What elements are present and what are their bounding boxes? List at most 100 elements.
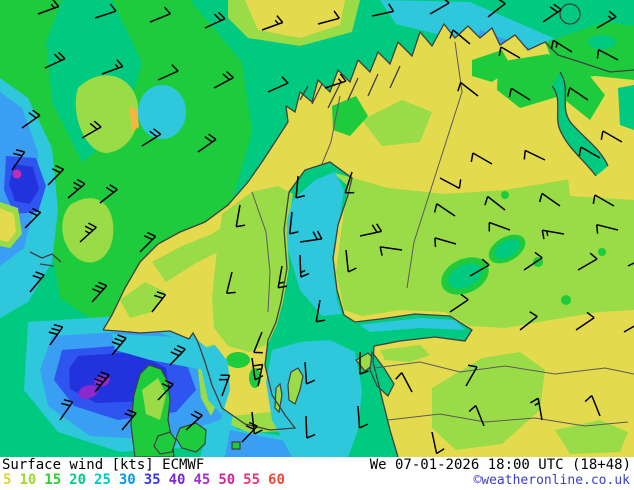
wind-barb: [344, 171, 355, 194]
wind-barb: [470, 152, 493, 165]
wind-barb: [101, 59, 124, 75]
legend-value: 50: [218, 472, 236, 488]
wind-barb: [345, 249, 357, 273]
wind-barb: [429, 0, 450, 15]
wind-barb: [395, 372, 413, 393]
wind-barb: [523, 251, 543, 271]
wind-barb: [523, 149, 546, 161]
legend-value: 45: [193, 472, 211, 488]
wind-barb: [541, 229, 565, 240]
wind-barb: [141, 128, 162, 147]
wind-barb: [304, 361, 316, 385]
wind-barb: [251, 357, 264, 381]
legend-value: 30: [118, 472, 136, 488]
footer-bar: Surface wind [kts] ECMWF 5 10 15 20 25 30 35 40…: [0, 457, 634, 490]
wind-barb: [235, 204, 246, 228]
wind-barb: [295, 175, 305, 199]
wind-barb: [596, 49, 619, 61]
wind-barb: [44, 51, 66, 69]
wind-barb: [185, 410, 203, 431]
wind-barb: [48, 323, 64, 346]
wind-barb: [530, 397, 543, 421]
wind-barb: [359, 223, 383, 237]
wind-barb: [465, 364, 478, 387]
wind-barb: [592, 194, 615, 207]
wind-barb: [288, 211, 299, 235]
wind-barbs: [11, 0, 634, 455]
copyright-link[interactable]: ©weatheronline.co.uk: [473, 473, 630, 488]
wind-barb: [121, 409, 137, 431]
wind-barb: [94, 371, 110, 393]
legend-value: 20: [69, 472, 87, 488]
wind-barb: [299, 230, 323, 243]
wind-barb: [79, 222, 97, 243]
wind-barb: [434, 237, 457, 247]
wind-barb: [204, 11, 226, 29]
wind-barb: [371, 3, 395, 17]
wind-barb: [267, 76, 289, 93]
wind-barb: [261, 15, 284, 31]
wind-barb: [498, 46, 521, 59]
wind-barb: [169, 344, 186, 366]
wind-barb: [550, 39, 573, 53]
wind-barb: [253, 363, 264, 387]
wind-barb: [299, 254, 310, 278]
coastlines: [29, 3, 634, 457]
wind-barb: [37, 0, 60, 15]
wind-speed-legend: 5 10 15 20 25 30 35 40 45 50 55 60: [3, 472, 285, 488]
legend-value: 10: [19, 472, 37, 488]
wind-barb: [29, 271, 45, 293]
wind-barb: [157, 379, 174, 401]
wind-barb: [151, 291, 167, 313]
wind-barb: [578, 146, 601, 159]
wind-barb: [67, 178, 86, 199]
wind-barb: [111, 334, 127, 356]
wind-barb: [24, 207, 42, 229]
legend-value: 5: [3, 472, 12, 488]
legend-value: 60: [268, 472, 285, 488]
wind-barb: [600, 130, 623, 143]
wind-barb: [149, 6, 171, 23]
wind-barb: [484, 195, 506, 211]
wind-barb: [219, 374, 231, 397]
wind-barb: [94, 3, 117, 19]
wind-barb: [379, 246, 403, 256]
wind-barb: [225, 271, 236, 295]
wind-barb: [21, 109, 41, 129]
wind-barb: [595, 223, 619, 234]
wind-barb: [317, 10, 340, 25]
wind-barb: [59, 398, 74, 421]
wind-barb: [566, 87, 589, 101]
wind-barb: [433, 203, 456, 217]
wind-barb: [449, 293, 469, 313]
wind-barb: [584, 395, 601, 417]
wind-barb: [577, 252, 598, 271]
forecast-datetime: We 07-01-2026 18:00 UTC (18+48): [369, 457, 631, 473]
wind-barb: [139, 231, 157, 253]
wind-barb: [315, 299, 326, 323]
wind-barb: [575, 311, 595, 331]
wind-barb: [457, 81, 479, 97]
wind-barb: [519, 311, 538, 331]
wind-barb: [11, 148, 26, 171]
wind-barb: [508, 87, 531, 101]
wind-barb: [253, 331, 263, 354]
wind-barb: [538, 192, 561, 207]
wind-barb: [596, 10, 617, 29]
legend-value: 55: [243, 472, 261, 488]
wind-barb: [197, 133, 217, 153]
wind-barb: [627, 262, 634, 267]
land-masses: [103, 8, 634, 457]
wind-barb: [357, 405, 369, 429]
wind-barb: [213, 71, 234, 89]
wind-barb: [99, 184, 118, 204]
legend-value: 15: [44, 472, 62, 488]
wind-barb: [157, 64, 179, 81]
wind-barb: [91, 281, 108, 303]
denmark-and-islands: [130, 350, 395, 457]
wind-barb: [81, 120, 102, 139]
legend-value: 25: [94, 472, 111, 488]
legend-value: 35: [143, 472, 161, 488]
wind-barb: [324, 73, 347, 89]
